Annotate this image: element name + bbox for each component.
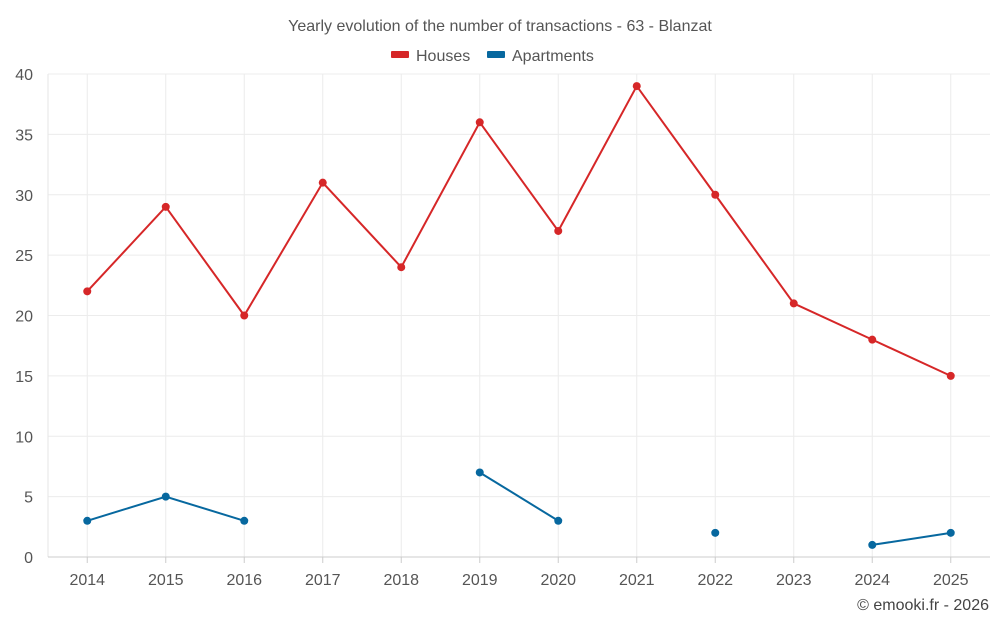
- series-line-apartments: [479, 471, 559, 522]
- data-point-apartments[interactable]: [161, 492, 170, 501]
- data-point-apartments[interactable]: [240, 516, 249, 525]
- x-tick-label: 2024: [854, 572, 890, 589]
- x-tick-label: 2023: [776, 572, 812, 589]
- data-point-houses[interactable]: [475, 118, 484, 127]
- data-point-houses[interactable]: [868, 335, 877, 344]
- chart-title: Yearly evolution of the number of transa…: [288, 18, 712, 35]
- series-line-houses: [86, 84, 952, 377]
- y-tick-label: 15: [15, 369, 33, 386]
- x-tick-label: 2022: [697, 572, 733, 589]
- x-tick-label: 2018: [383, 572, 419, 589]
- data-point-apartments[interactable]: [946, 528, 955, 537]
- legend-label-apartments[interactable]: Apartments: [512, 48, 594, 65]
- data-point-houses[interactable]: [632, 82, 641, 91]
- data-point-houses[interactable]: [397, 263, 406, 272]
- grid: [48, 73, 990, 558]
- data-point-houses[interactable]: [554, 226, 563, 235]
- series-layer: [83, 82, 955, 549]
- x-tick-label: 2025: [933, 572, 969, 589]
- x-tick-label: 2020: [540, 572, 576, 589]
- y-tick-label: 10: [15, 429, 33, 446]
- data-point-apartments[interactable]: [83, 516, 92, 525]
- x-tick-label: 2015: [148, 572, 184, 589]
- data-point-houses[interactable]: [711, 190, 720, 199]
- x-tick-label: 2021: [619, 572, 655, 589]
- y-tick-label: 0: [24, 550, 33, 567]
- x-tick-label: 2014: [69, 572, 105, 589]
- series-apartments: [83, 468, 955, 549]
- data-point-houses[interactable]: [161, 202, 170, 211]
- data-point-apartments[interactable]: [868, 540, 877, 549]
- legend-label-houses[interactable]: Houses: [416, 48, 470, 65]
- y-tick-label: 30: [15, 188, 33, 205]
- y-axis: 0 5 10 15 20 25 30 35 40: [15, 67, 49, 567]
- y-tick-label: 35: [15, 127, 33, 144]
- x-tick-label: 2017: [305, 572, 341, 589]
- data-point-apartments[interactable]: [554, 516, 563, 525]
- y-tick-label: 20: [15, 309, 33, 326]
- data-point-houses[interactable]: [318, 178, 327, 187]
- legend-swatch-apartments: [487, 51, 505, 58]
- data-point-houses[interactable]: [946, 371, 955, 380]
- data-point-apartments[interactable]: [711, 528, 720, 537]
- y-tick-label: 5: [24, 490, 33, 507]
- x-tick-label: 2019: [462, 572, 498, 589]
- series-houses: [83, 82, 955, 380]
- data-point-houses[interactable]: [240, 311, 249, 320]
- data-point-houses[interactable]: [83, 287, 92, 296]
- data-point-apartments[interactable]: [475, 468, 484, 477]
- x-axis: 2014 2015 2016 2017 2018 2019 2020 2021 2022 2023…: [48, 556, 990, 589]
- y-tick-label: 25: [15, 248, 33, 265]
- credit-text: © emooki.fr - 2026: [857, 597, 989, 614]
- y-tick-label: 40: [15, 67, 33, 84]
- legend[interactable]: Houses Apartments: [391, 48, 594, 65]
- data-point-houses[interactable]: [789, 299, 798, 308]
- series-line-apartments: [872, 531, 951, 546]
- x-tick-label: 2016: [226, 572, 262, 589]
- legend-swatch-houses: [391, 51, 409, 58]
